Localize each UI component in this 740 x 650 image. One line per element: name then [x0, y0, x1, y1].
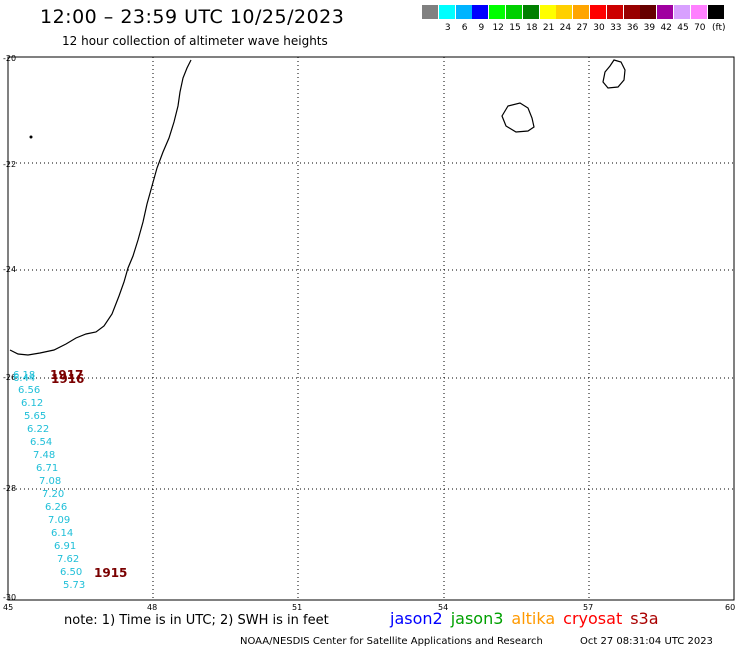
scale-swatch: [674, 5, 690, 19]
wave-height-value: 6.12: [21, 398, 44, 409]
generated-timestamp: Oct 27 08:31:04 UTC 2023: [580, 636, 713, 647]
mauritius-island: [602, 59, 626, 89]
wave-height-value: 6.18: [13, 370, 36, 381]
reunion-island: [501, 102, 535, 133]
wave-height-value: 6.56: [18, 385, 41, 396]
satellite-legend: jason2 jason3 altika cryosat s3a: [390, 609, 667, 628]
scale-swatch: [506, 5, 522, 19]
pass-time-label: 1915: [94, 566, 128, 580]
scale-swatch: [690, 5, 707, 19]
scale-tick-label: 6: [461, 23, 468, 33]
scale-tick-label: 33: [610, 23, 622, 33]
scale-swatch: [657, 5, 674, 19]
scale-tick-label: 21: [542, 23, 555, 33]
wave-height-value: 5.73: [63, 580, 86, 591]
scale-tick-label: 12: [492, 23, 504, 33]
satellite-legend-item: jason3: [450, 609, 504, 628]
longitude-tick-label: 60: [725, 603, 736, 612]
scale-swatch: [522, 5, 539, 19]
pass-time-label: 1916: [51, 372, 85, 386]
scale-tick-label: 24: [559, 23, 572, 33]
wave-height-value: 7.09: [48, 515, 71, 526]
scale-tick-label: 3: [444, 23, 451, 33]
wave-height-value: 6.26: [45, 502, 68, 513]
madagascar-coastline: [9, 59, 192, 356]
scale-swatch: [472, 5, 489, 19]
scale-swatch: [422, 5, 438, 19]
units-note: note: 1) Time is in UTC; 2) SWH is in fe…: [64, 613, 329, 628]
latitude-tick-label: -20: [3, 54, 17, 63]
scale-swatch: [489, 5, 506, 19]
wave-height-value: 6.50: [60, 567, 83, 578]
wave-height-value: 7.08: [39, 476, 62, 487]
scale-tick-label: 18: [526, 23, 538, 33]
scale-tick-label: 36: [626, 23, 639, 33]
longitude-tick-label: 57: [583, 603, 594, 612]
islet-marker: [29, 135, 33, 139]
scale-tick-label: 30: [593, 23, 605, 33]
wave-height-value: 6.91: [54, 541, 77, 552]
latitude-tick-label: -28: [3, 484, 17, 493]
credit-text: NOAA/NESDIS Center for Satellite Applica…: [240, 636, 543, 647]
longitude-tick-label: 48: [147, 603, 158, 612]
scale-swatch: [606, 5, 623, 19]
scale-swatch: [539, 5, 556, 19]
scale-swatch: [455, 5, 472, 19]
wave-height-value: 7.20: [42, 489, 65, 500]
scale-swatch: [640, 5, 657, 19]
scale-tick-label: 70: [694, 23, 706, 33]
scale-tick-label: 27: [576, 23, 588, 33]
pass-time-label: 1917: [50, 368, 84, 382]
longitude-tick-label: 45: [3, 603, 14, 612]
latitude-tick-label: -22: [3, 160, 17, 169]
longitude-tick-label: 51: [292, 603, 303, 612]
longitude-tick-label: 54: [438, 603, 449, 612]
scale-unit-label: (ft): [712, 23, 726, 33]
scale-swatch: [556, 5, 573, 19]
satellite-legend-item: altika: [511, 609, 556, 628]
graticule: [8, 57, 734, 600]
scale-tick-label: 45: [677, 23, 689, 33]
latitude-tick-label: -24: [3, 265, 17, 274]
map-title: 12:00 – 23:59 UTC 10/25/2023: [40, 6, 345, 28]
scale-tick-label: 39: [643, 23, 656, 33]
wave-height-value: 6.22: [27, 424, 50, 435]
scale-swatch: [707, 5, 724, 19]
scale-swatch: [438, 5, 455, 19]
wave-height-value: 7.62: [57, 554, 80, 565]
satellite-legend-item: jason2: [390, 609, 443, 628]
wave-height-value: 6.54: [30, 437, 53, 448]
wave-height-value: 6.71: [36, 463, 59, 474]
latitude-tick-label: -26: [3, 373, 17, 382]
wave-height-value: 6.14: [51, 528, 74, 539]
scale-swatch: [573, 5, 590, 19]
map-subtitle: 12 hour collection of altimeter wave hei…: [62, 34, 328, 48]
scale-swatch: [590, 5, 606, 19]
map-frame: [7, 56, 735, 601]
wave-height-value: 7.48: [33, 450, 56, 461]
satellite-legend-item: cryosat: [563, 609, 623, 628]
wave-height-value: 6.44: [13, 373, 36, 384]
latitude-tick-label: -30: [3, 593, 17, 602]
satellite-legend-item: s3a: [630, 609, 659, 628]
scale-tick-label: 9: [478, 23, 485, 33]
wave-height-value: 5.65: [24, 411, 47, 422]
scale-tick-label: 15: [509, 23, 521, 33]
scale-tick-label: 42: [660, 23, 672, 33]
scale-swatch: [623, 5, 640, 19]
